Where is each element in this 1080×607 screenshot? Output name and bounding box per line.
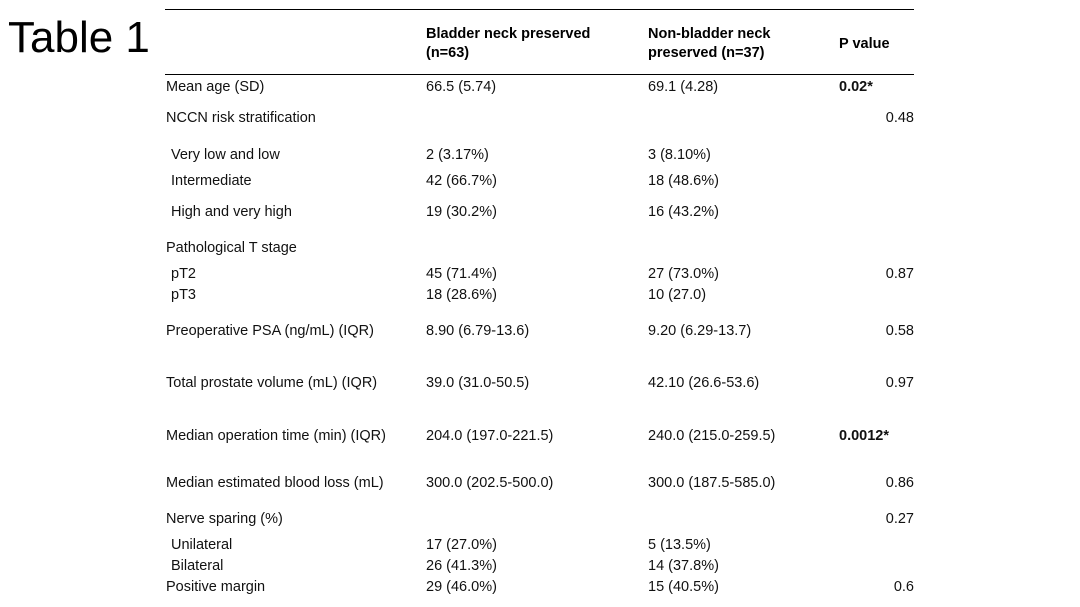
table-row-pathological-t-stage: Pathological T stage <box>165 238 914 258</box>
cell-bladder-neck-preserved: 29 (46.0%) <box>426 579 497 595</box>
cell-non-bladder-neck-preserved: 10 (27.0) <box>648 287 707 303</box>
table-row-pt3: pT3 18 (28.6%) 10 (27.0) <box>165 285 914 305</box>
cell-non-bladder-neck-preserved: 9.20 (6.29-13.7) <box>648 323 752 339</box>
table-row-high-and-very-high: High and very high 19 (30.2%) 16 (43.2%) <box>165 202 914 222</box>
row-label: NCCN risk stratification <box>166 110 316 126</box>
cell-bladder-neck-preserved: 204.0 (197.0-221.5) <box>426 428 554 444</box>
cell-p-value: 0.02* <box>839 79 873 95</box>
row-label: Very low and low <box>171 147 280 163</box>
table-row-mean-age: Mean age (SD) 66.5 (5.74) 69.1 (4.28) 0.… <box>165 77 914 97</box>
cell-bladder-neck-preserved: 18 (28.6%) <box>426 287 497 303</box>
row-label: Intermediate <box>171 173 252 189</box>
cell-p-value: 0.48 <box>885 110 914 126</box>
cell-non-bladder-neck-preserved: 16 (43.2%) <box>648 204 719 220</box>
table-row-pt2: pT2 45 (71.4%) 27 (73.0%) 0.87 <box>165 264 914 284</box>
cell-p-value: 0.58 <box>885 323 914 339</box>
row-label: Median operation time (min) (IQR) <box>166 428 386 444</box>
row-label: Bilateral <box>171 558 224 574</box>
cell-p-value: 0.0012* <box>839 428 889 444</box>
table-row-nccn-risk: NCCN risk stratification 0.48 <box>165 108 914 128</box>
cell-bladder-neck-preserved: 8.90 (6.79-13.6) <box>426 323 530 339</box>
table-row-bilateral: Bilateral 26 (41.3%) 14 (37.8%) <box>165 556 914 576</box>
cell-bladder-neck-preserved: 2 (3.17%) <box>426 147 489 163</box>
table-row-median-estimated-blood-loss: Median estimated blood loss (mL) 300.0 (… <box>165 473 914 493</box>
table-row-median-operation-time: Median operation time (min) (IQR) 204.0 … <box>165 426 914 446</box>
row-label: pT3 <box>171 287 196 303</box>
row-label: Nerve sparing (%) <box>166 511 283 527</box>
cell-bladder-neck-preserved: 300.0 (202.5-500.0) <box>426 475 554 491</box>
cell-non-bladder-neck-preserved: 5 (13.5%) <box>648 537 711 553</box>
cell-non-bladder-neck-preserved: 42.10 (26.6-53.6) <box>648 375 760 391</box>
slide-title: Table 1 <box>8 13 150 62</box>
row-label: Median estimated blood loss (mL) <box>166 475 384 491</box>
cell-p-value: 0.97 <box>885 375 914 391</box>
cell-p-value: 0.87 <box>885 266 914 282</box>
header-bladder-neck-preserved: Bladder neck preserved (n=63) <box>426 26 591 61</box>
cell-bladder-neck-preserved: 42 (66.7%) <box>426 173 497 189</box>
table-row-very-low-and-low: Very low and low 2 (3.17%) 3 (8.10%) <box>165 145 914 165</box>
cell-p-value: 0.86 <box>885 475 914 491</box>
cell-non-bladder-neck-preserved: 18 (48.6%) <box>648 173 719 189</box>
table-top-rule <box>165 9 914 10</box>
cell-bladder-neck-preserved: 26 (41.3%) <box>426 558 497 574</box>
cell-non-bladder-neck-preserved: 14 (37.8%) <box>648 558 719 574</box>
cell-non-bladder-neck-preserved: 27 (73.0%) <box>648 266 719 282</box>
cell-bladder-neck-preserved: 66.5 (5.74) <box>426 79 497 95</box>
header-non-bladder-neck-preserved: Non-bladder neck preserved (n=37) <box>648 26 771 61</box>
characteristics-table: Bladder neck preserved (n=63) Non-bladde… <box>165 0 914 607</box>
cell-non-bladder-neck-preserved: 69.1 (4.28) <box>648 79 719 95</box>
table-row-total-prostate-volume: Total prostate volume (mL) (IQR) 39.0 (3… <box>165 373 914 393</box>
row-label: Mean age (SD) <box>166 79 265 95</box>
row-label: Positive margin <box>166 579 266 595</box>
cell-p-value: 0.6 <box>893 579 914 595</box>
row-label: High and very high <box>171 204 292 220</box>
cell-bladder-neck-preserved: 19 (30.2%) <box>426 204 497 220</box>
row-label: Preoperative PSA (ng/mL) (IQR) <box>166 323 374 339</box>
cell-non-bladder-neck-preserved: 300.0 (187.5-585.0) <box>648 475 776 491</box>
table-row-preoperative-psa: Preoperative PSA (ng/mL) (IQR) 8.90 (6.7… <box>165 321 914 341</box>
row-label: Total prostate volume (mL) (IQR) <box>166 375 378 391</box>
cell-bladder-neck-preserved: 17 (27.0%) <box>426 537 497 553</box>
cell-bladder-neck-preserved: 39.0 (31.0-50.5) <box>426 375 530 391</box>
cell-p-value: 0.27 <box>885 511 914 527</box>
cell-non-bladder-neck-preserved: 3 (8.10%) <box>648 147 711 163</box>
table-row-nerve-sparing: Nerve sparing (%) 0.27 <box>165 509 914 529</box>
row-label: pT2 <box>171 266 196 282</box>
table-header-rule <box>165 74 914 75</box>
table-row-positive-margin: Positive margin 29 (46.0%) 15 (40.5%) 0.… <box>165 577 914 597</box>
cell-bladder-neck-preserved: 45 (71.4%) <box>426 266 497 282</box>
row-label: Unilateral <box>171 537 233 553</box>
table-row-intermediate: Intermediate 42 (66.7%) 18 (48.6%) <box>165 171 914 191</box>
cell-non-bladder-neck-preserved: 240.0 (215.0-259.5) <box>648 428 776 444</box>
row-label: Pathological T stage <box>166 240 297 256</box>
cell-non-bladder-neck-preserved: 15 (40.5%) <box>648 579 719 595</box>
header-p-value: P value <box>839 36 890 52</box>
table-row-unilateral: Unilateral 17 (27.0%) 5 (13.5%) <box>165 535 914 555</box>
